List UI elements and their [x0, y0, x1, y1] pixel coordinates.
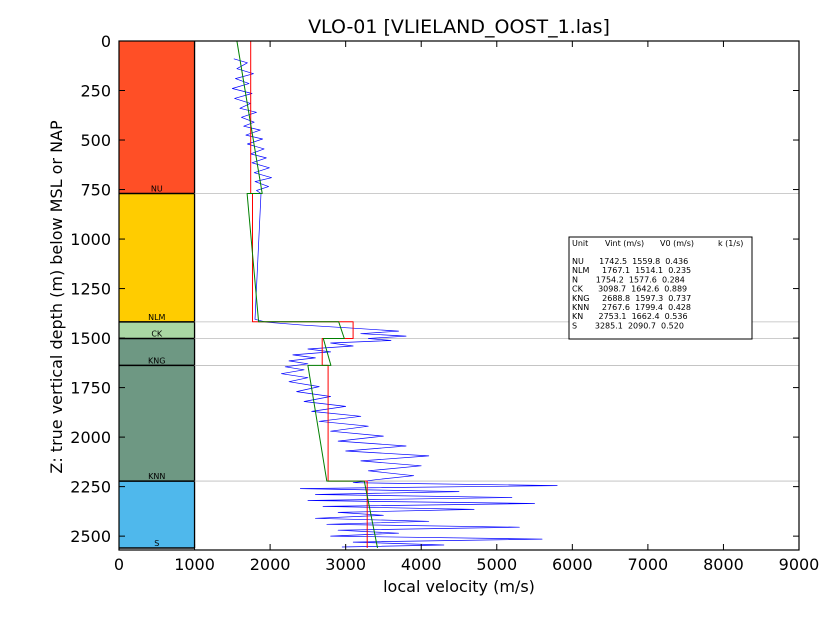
table-row-2: N 1754.2 1577.6 0.284 — [572, 275, 685, 284]
x-axis-ticks: 0 1000 2000 3000 4000 5000 6000 7000 8000 9000 — [114, 41, 819, 574]
y-tick-label-250: 250 — [80, 82, 111, 101]
x-tick-label-8000: 8000 — [703, 555, 744, 574]
y-axis-label: Z: true vertical depth (m) below MSL or … — [47, 120, 66, 474]
unit-label-knn: KNN — [148, 472, 165, 481]
plot-frame — [118, 40, 800, 551]
table-row-3: CK 3098.7 1642.6 0.889 — [572, 285, 687, 294]
y-tick-label-500: 500 — [80, 131, 111, 150]
y-tick-label-1500: 1500 — [70, 329, 111, 348]
table-row-5: KNN 2767.6 1799.4 0.428 — [572, 303, 691, 312]
y-tick-label-1750: 1750 — [70, 379, 111, 398]
series-layer — [231, 40, 558, 549]
unit-band-kng — [119, 338, 195, 366]
x-tick-label-2000: 2000 — [250, 555, 291, 574]
x-tick-label-1000: 1000 — [174, 555, 215, 574]
table-header-3: k (1/s) — [718, 239, 743, 248]
chart-title: VLO-01 [VLIELAND_OOST_1.las] — [308, 16, 610, 38]
x-tick-label-0: 0 — [114, 555, 124, 574]
x-axis-label: local velocity (m/s) — [383, 577, 535, 596]
y-tick-label-0: 0 — [101, 32, 111, 51]
x-tick-label-3000: 3000 — [325, 555, 366, 574]
y-tick-label-1000: 1000 — [70, 230, 111, 249]
y-axis-ticks: 0 250 500 750 1000 1250 1500 1750 2000 2250 2500 — [70, 32, 799, 546]
y-tick-label-750: 750 — [80, 181, 111, 200]
x-tick-label-5000: 5000 — [476, 555, 517, 574]
unit-label-ck: CK — [151, 329, 163, 338]
unit-label-s: S — [154, 539, 159, 548]
table-row-7: S 3285.1 2090.7 0.520 — [572, 321, 684, 330]
table-row-4: KNG 2688.8 1597.3 0.737 — [572, 294, 691, 303]
parameter-table-frame — [568, 236, 753, 340]
table-header-2: V0 (m/s) — [660, 239, 694, 248]
x-tick-label-6000: 6000 — [552, 555, 593, 574]
series-local-line-0 — [231, 58, 558, 548]
unit-band-nu — [119, 41, 195, 194]
unit-label-kng: KNG — [148, 356, 165, 365]
series-interval-line-1 — [250, 41, 368, 548]
unit-band-s — [119, 481, 195, 549]
parameter-table: Unit Vint (m/s) V0 (m/s) k (1/s) NU 1742.5 1… — [568, 236, 753, 340]
series-v0-line-2 — [236, 40, 378, 549]
unit-band-nlm — [119, 193, 195, 322]
unit-band-ck — [119, 321, 195, 339]
table-header-0: Unit — [572, 239, 588, 248]
y-tick-label-2500: 2500 — [70, 527, 111, 546]
table-row-0: NU 1742.5 1559.8 0.436 — [572, 257, 688, 266]
x-tick-label-9000: 9000 — [779, 555, 820, 574]
y-tick-label-1250: 1250 — [70, 280, 111, 299]
y-tick-label-2000: 2000 — [70, 428, 111, 447]
table-row-1: NLM 1767.1 1514.1 0.235 — [572, 266, 691, 275]
x-tick-label-7000: 7000 — [628, 555, 669, 574]
unit-label-nu: NU — [151, 185, 163, 194]
x-tick-label-4000: 4000 — [401, 555, 442, 574]
stratigraphic-units: NU NLM CK KNG KNN S — [119, 41, 196, 549]
y-tick-label-2250: 2250 — [70, 478, 111, 497]
unit-label-nlm: NLM — [148, 313, 165, 322]
unit-band-knn — [119, 365, 195, 482]
table-header-1: Vint (m/s) — [605, 239, 644, 248]
table-row-6: KN 2753.1 1662.4 0.536 — [572, 312, 688, 321]
